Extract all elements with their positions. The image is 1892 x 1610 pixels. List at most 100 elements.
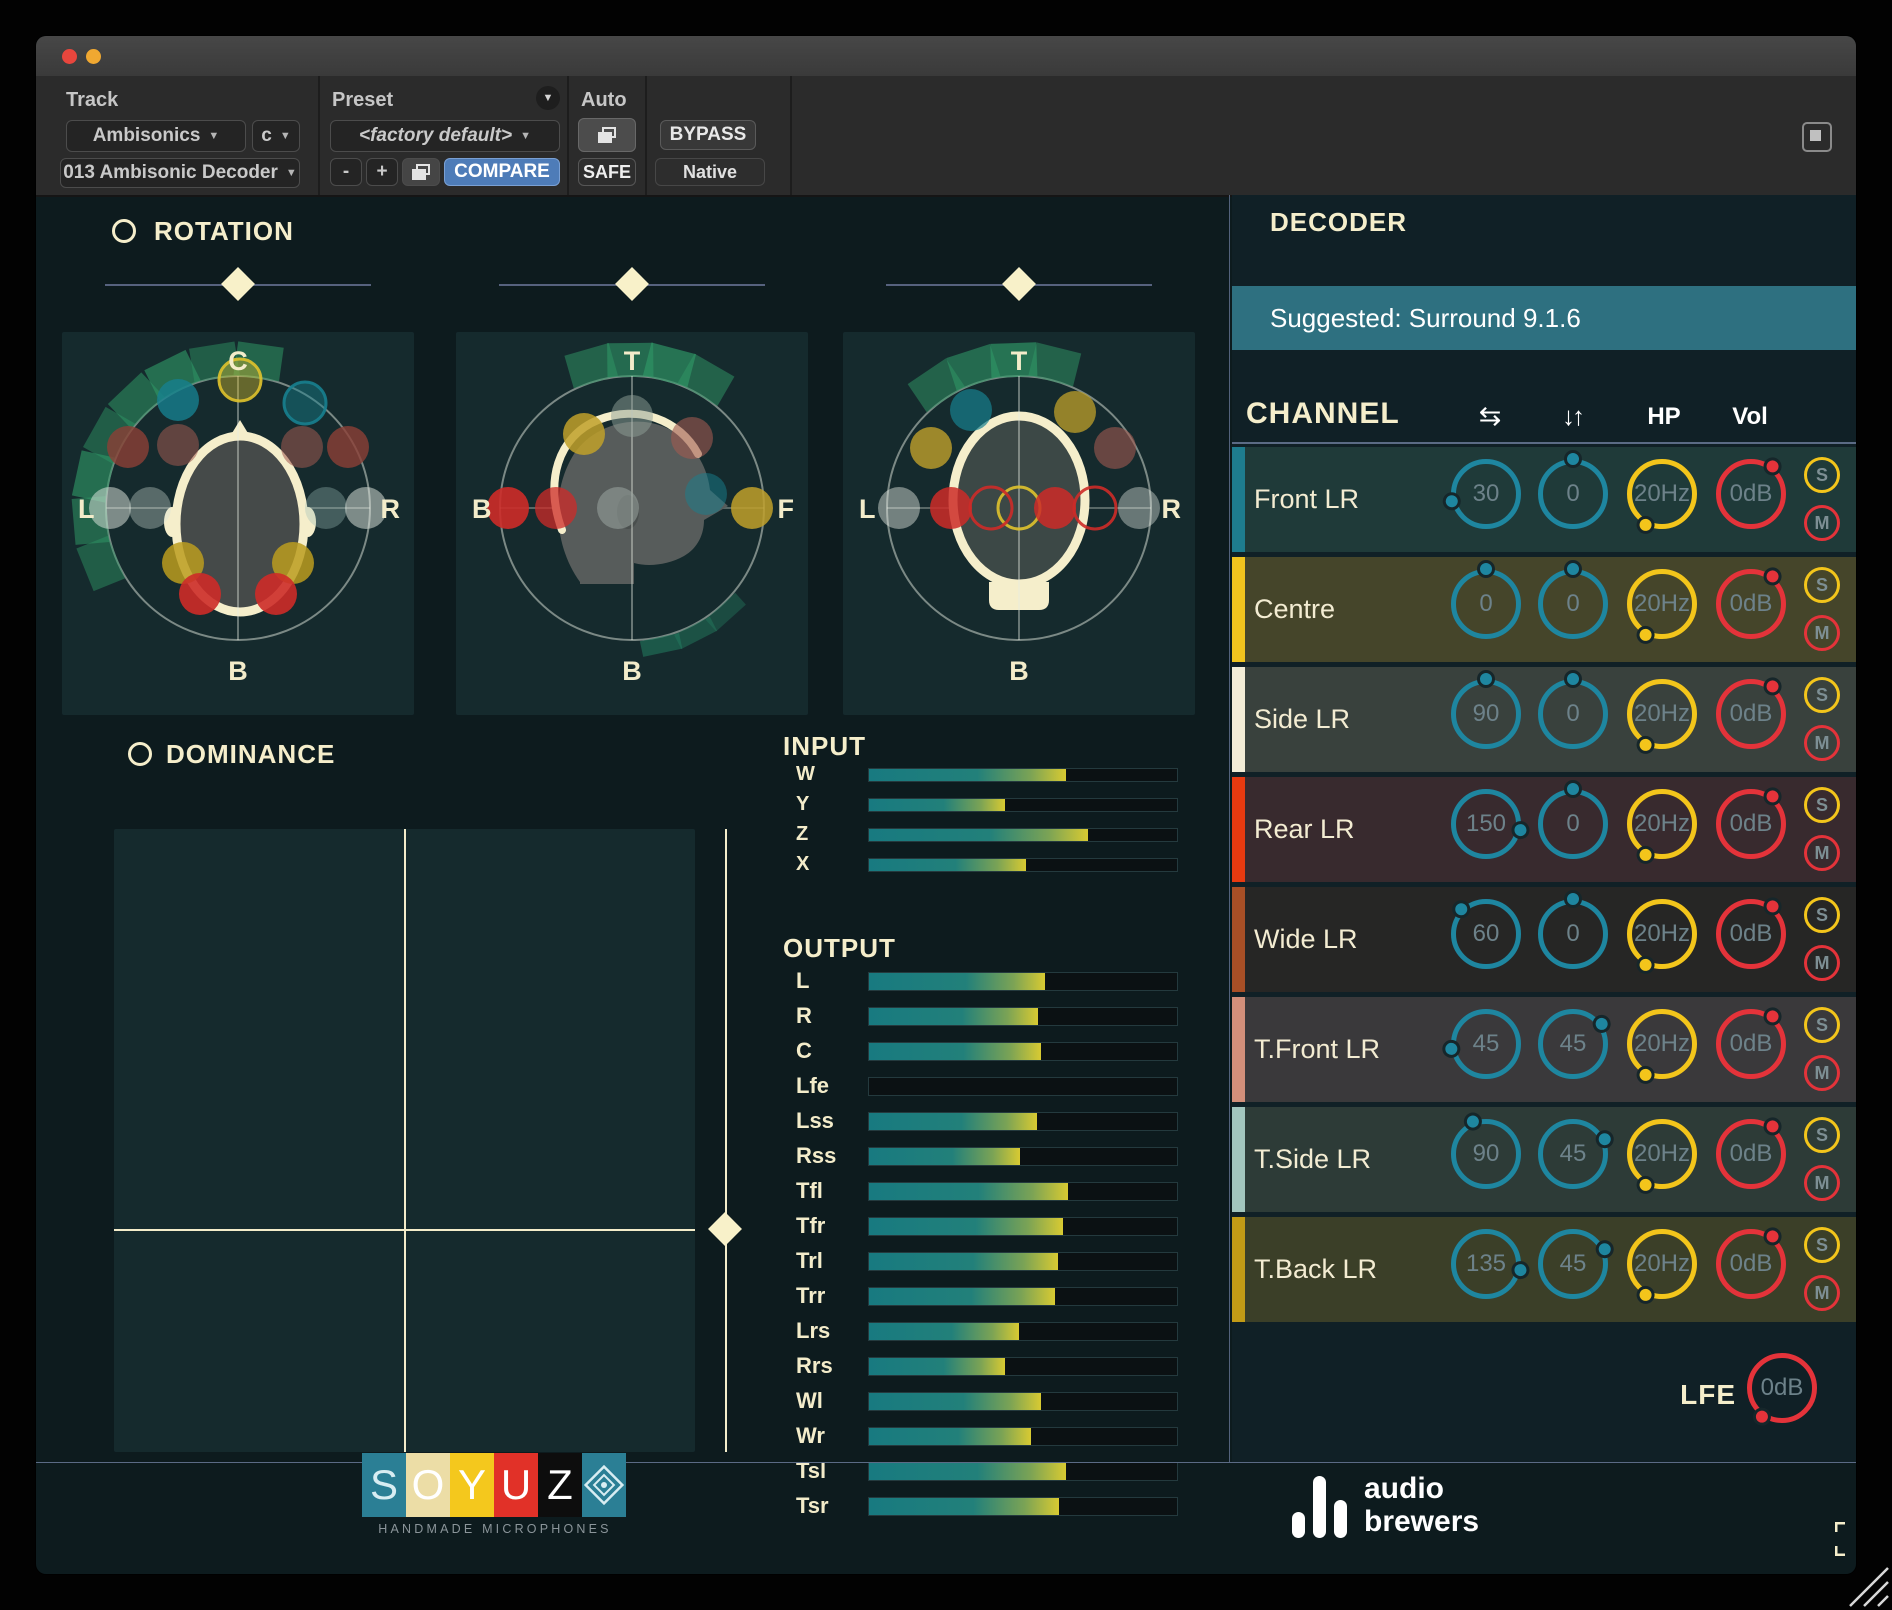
- plugin-select[interactable]: 013 Ambisonic Decoder▼: [60, 158, 300, 188]
- meter-row: Y: [796, 793, 1178, 816]
- solo-button[interactable]: S: [1804, 677, 1840, 713]
- knob-yellow[interactable]: 20Hz: [1627, 569, 1697, 639]
- solo-button[interactable]: S: [1804, 1227, 1840, 1263]
- mute-button[interactable]: M: [1804, 945, 1840, 981]
- knob-yellow[interactable]: 20Hz: [1627, 679, 1697, 749]
- solo-button[interactable]: S: [1804, 787, 1840, 823]
- rotation-enable-icon[interactable]: [112, 219, 136, 243]
- channel-column-header: CHANNEL: [1246, 397, 1400, 431]
- preset-menu-icon[interactable]: ▼: [536, 86, 560, 110]
- track-type-select[interactable]: Ambisonics▼: [66, 120, 246, 152]
- solo-button[interactable]: S: [1804, 1007, 1840, 1043]
- knob-value: 90: [1473, 700, 1500, 728]
- channel-row: T.Side LR904520Hz0dBSM: [1232, 1107, 1856, 1212]
- slider-diamond-handle[interactable]: [615, 267, 649, 301]
- lfe-label: LFE: [1616, 1379, 1736, 1411]
- mute-button[interactable]: M: [1804, 1055, 1840, 1091]
- mute-button[interactable]: M: [1804, 1275, 1840, 1311]
- knob-red[interactable]: 0dB: [1716, 899, 1786, 969]
- dominance-xy-pad[interactable]: [114, 829, 695, 1452]
- knob-yellow[interactable]: 20Hz: [1627, 899, 1697, 969]
- track-channel-select[interactable]: c▼: [252, 120, 300, 152]
- meter-track: [868, 1077, 1178, 1096]
- knob-teal[interactable]: 150: [1451, 789, 1521, 859]
- mute-button[interactable]: M: [1804, 725, 1840, 761]
- solo-button[interactable]: S: [1804, 567, 1840, 603]
- mute-button[interactable]: M: [1804, 615, 1840, 651]
- knob-position-dot: [1564, 780, 1582, 798]
- safe-button[interactable]: SAFE: [578, 158, 636, 186]
- preset-next-button[interactable]: +: [366, 158, 398, 186]
- swap-lr-icon: ⇆: [1460, 401, 1520, 432]
- head-diagram-top-view[interactable]: CLRB: [62, 332, 414, 715]
- knob-teal[interactable]: 0: [1538, 679, 1608, 749]
- knob-red[interactable]: 0dB: [1716, 1009, 1786, 1079]
- knob-teal[interactable]: 45: [1538, 1229, 1608, 1299]
- knob-yellow[interactable]: 20Hz: [1627, 1229, 1697, 1299]
- meter-fill: [869, 1148, 1020, 1165]
- knob-red[interactable]: 0dB: [1716, 569, 1786, 639]
- fullscreen-icon[interactable]: [1835, 1522, 1856, 1556]
- knob-red[interactable]: 0dB: [1716, 1119, 1786, 1189]
- meter-track: [868, 1322, 1178, 1341]
- knob-yellow[interactable]: 20Hz: [1627, 1119, 1697, 1189]
- meter-fill: [869, 1498, 1059, 1515]
- diagram-axis-label: B: [472, 494, 492, 524]
- knob-red[interactable]: 0dB: [1716, 459, 1786, 529]
- knob-red[interactable]: 0dB: [1716, 679, 1786, 749]
- lfe-knob[interactable]: 0dB: [1747, 1353, 1817, 1423]
- plugin-window-icon[interactable]: [1802, 122, 1832, 152]
- mute-button[interactable]: M: [1804, 505, 1840, 541]
- toolbar-divider: [567, 76, 569, 195]
- knob-teal[interactable]: 0: [1538, 569, 1608, 639]
- solo-button[interactable]: S: [1804, 457, 1840, 493]
- decoder-title: DECODER: [1270, 207, 1407, 238]
- slider-diamond-handle[interactable]: [1002, 267, 1036, 301]
- solo-button[interactable]: S: [1804, 897, 1840, 933]
- knob-red[interactable]: 0dB: [1716, 789, 1786, 859]
- preset-previous-button[interactable]: -: [330, 158, 362, 186]
- knob-yellow[interactable]: 20Hz: [1627, 1009, 1697, 1079]
- knob-teal[interactable]: 0: [1538, 459, 1608, 529]
- mute-button[interactable]: M: [1804, 835, 1840, 871]
- head-diagram-back-view[interactable]: TLRB: [843, 332, 1195, 715]
- suggested-format-banner[interactable]: Suggested: Surround 9.1.6: [1232, 286, 1856, 350]
- knob-value: 20Hz: [1634, 920, 1690, 948]
- lfe-knob-slot: 0dB: [1747, 1353, 1827, 1433]
- knob-teal[interactable]: 45: [1451, 1009, 1521, 1079]
- knob-teal[interactable]: 90: [1451, 679, 1521, 749]
- compare-button[interactable]: COMPARE: [444, 158, 560, 186]
- knob-teal[interactable]: 0: [1538, 789, 1608, 859]
- dominance-enable-icon[interactable]: [128, 742, 152, 766]
- head-diagram-side-view[interactable]: TBFB: [456, 332, 808, 715]
- knob-yellow[interactable]: 20Hz: [1627, 459, 1697, 529]
- bypass-button[interactable]: BYPASS: [660, 120, 756, 150]
- knob-teal[interactable]: 0: [1451, 569, 1521, 639]
- slider-diamond-handle[interactable]: [221, 267, 255, 301]
- resize-handle[interactable]: [1840, 1558, 1890, 1608]
- native-button[interactable]: Native: [655, 158, 765, 186]
- channel-label: Front LR: [1254, 447, 1359, 552]
- diagram-axis-label: T: [624, 346, 641, 376]
- knob-teal[interactable]: 135: [1451, 1229, 1521, 1299]
- audio-brewers-logo: audio brewers: [1292, 1468, 1479, 1538]
- minimize-window-icon[interactable]: [86, 49, 101, 64]
- knob-teal[interactable]: 45: [1538, 1119, 1608, 1189]
- knob-yellow[interactable]: 20Hz: [1627, 789, 1697, 859]
- knob-teal[interactable]: 90: [1451, 1119, 1521, 1189]
- knob-teal[interactable]: 45: [1538, 1009, 1608, 1079]
- preset-copy-button[interactable]: [402, 158, 440, 186]
- mute-button[interactable]: M: [1804, 1165, 1840, 1201]
- close-window-icon[interactable]: [62, 49, 77, 64]
- knob-red[interactable]: 0dB: [1716, 1229, 1786, 1299]
- meter-channel-label: Wl: [796, 1388, 868, 1414]
- speaker-dot: [157, 424, 199, 466]
- automation-button[interactable]: [578, 118, 636, 152]
- solo-button[interactable]: S: [1804, 1117, 1840, 1153]
- preset-select[interactable]: <factory default>▼: [330, 120, 560, 152]
- meter-channel-label: Wr: [796, 1423, 868, 1449]
- knob-teal[interactable]: 0: [1538, 899, 1608, 969]
- knob-teal[interactable]: 30: [1451, 459, 1521, 529]
- slider-diamond-handle[interactable]: [708, 1212, 742, 1246]
- knob-teal[interactable]: 60: [1451, 899, 1521, 969]
